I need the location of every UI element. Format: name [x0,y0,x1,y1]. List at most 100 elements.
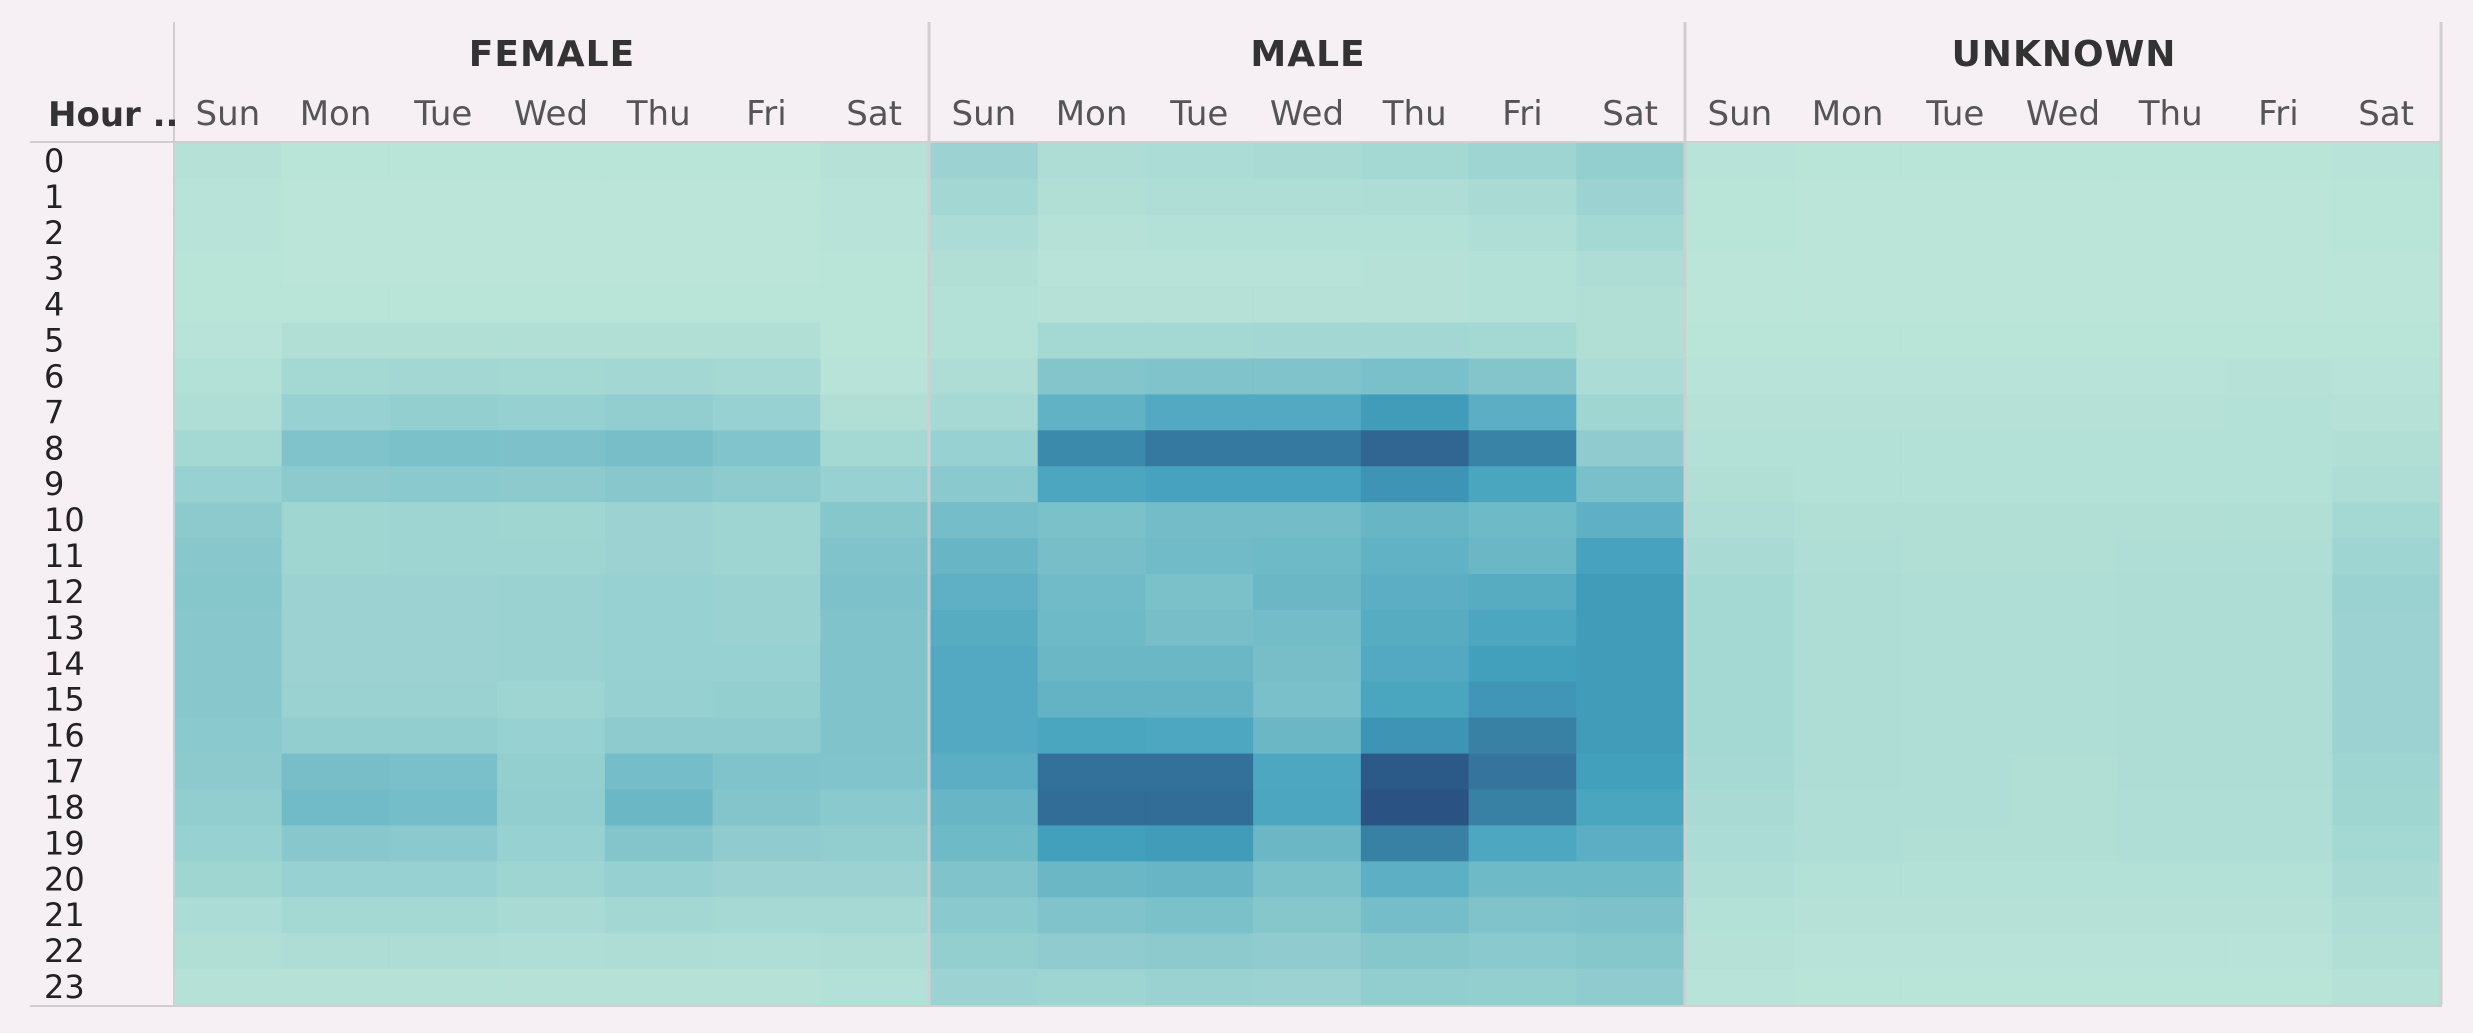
heatmap-cell[interactable] [281,789,391,827]
heatmap-cell[interactable] [1037,789,1147,827]
heatmap-cell[interactable] [497,394,606,431]
heatmap-cell[interactable] [1576,250,1685,288]
heatmap-cell[interactable] [281,466,391,503]
heatmap-cell[interactable] [2332,609,2441,647]
heatmap-cell[interactable] [2224,178,2333,216]
heatmap-cell[interactable] [2116,143,2226,180]
heatmap-cell[interactable] [497,214,606,252]
heatmap-cell[interactable] [174,717,283,755]
heatmap-cell[interactable] [497,143,606,180]
heatmap-cell[interactable] [1686,358,1795,396]
heatmap-cell[interactable] [497,538,606,575]
heatmap-cell[interactable] [174,430,283,467]
heatmap-cell[interactable] [389,322,498,360]
heatmap-cell[interactable] [712,143,821,180]
heatmap-cell[interactable] [281,861,391,898]
heatmap-cell[interactable] [389,358,498,396]
heatmap-cell[interactable] [1793,753,1903,791]
heatmap-cell[interactable] [930,430,1039,467]
heatmap-cell[interactable] [1468,717,1577,755]
heatmap-cell[interactable] [1686,933,1795,970]
heatmap-cell[interactable] [2116,430,2226,467]
heatmap-cell[interactable] [712,250,821,288]
heatmap-cell[interactable] [1576,717,1685,755]
heatmap-cell[interactable] [2332,538,2441,575]
heatmap-cell[interactable] [281,394,391,431]
heatmap-cell[interactable] [2332,645,2441,683]
heatmap-cell[interactable] [2224,322,2333,360]
heatmap-cell[interactable] [174,574,283,611]
heatmap-cell[interactable] [2116,178,2226,216]
heatmap-cell[interactable] [389,645,498,683]
heatmap-cell[interactable] [2116,609,2226,647]
heatmap-cell[interactable] [174,250,283,288]
heatmap-cell[interactable] [2332,394,2441,431]
heatmap-cell[interactable] [1037,681,1147,719]
heatmap-cell[interactable] [604,753,714,791]
heatmap-cell[interactable] [1037,143,1147,180]
heatmap-cell[interactable] [1145,322,1254,360]
heatmap-cell[interactable] [1468,789,1577,827]
heatmap-cell[interactable] [1686,861,1795,898]
heatmap-cell[interactable] [497,466,606,503]
heatmap-cell[interactable] [1037,214,1147,252]
heatmap-cell[interactable] [2116,861,2226,898]
heatmap-cell[interactable] [1145,466,1254,503]
heatmap-cell[interactable] [1901,717,2010,755]
heatmap-cell[interactable] [2009,645,2118,683]
heatmap-cell[interactable] [389,969,498,1006]
heatmap-cell[interactable] [281,430,391,467]
heatmap-cell[interactable] [1468,538,1577,575]
heatmap-cell[interactable] [820,681,929,719]
heatmap-cell[interactable] [497,250,606,288]
heatmap-cell[interactable] [1145,897,1254,934]
heatmap-cell[interactable] [712,861,821,898]
heatmap-cell[interactable] [1360,789,1470,827]
heatmap-cell[interactable] [930,538,1039,575]
heatmap-cell[interactable] [820,250,929,288]
heatmap-cell[interactable] [1576,286,1685,324]
heatmap-cell[interactable] [497,430,606,467]
heatmap-cell[interactable] [2009,825,2118,862]
heatmap-cell[interactable] [1686,717,1795,755]
heatmap-cell[interactable] [2224,861,2333,898]
heatmap-cell[interactable] [1901,358,2010,396]
heatmap-cell[interactable] [1686,250,1795,288]
heatmap-cell[interactable] [174,609,283,647]
heatmap-cell[interactable] [930,933,1039,970]
heatmap-cell[interactable] [1576,322,1685,360]
heatmap-cell[interactable] [1468,502,1577,539]
heatmap-cell[interactable] [1360,502,1470,539]
heatmap-cell[interactable] [2224,143,2333,180]
heatmap-cell[interactable] [2332,861,2441,898]
heatmap-cell[interactable] [1360,717,1470,755]
heatmap-cell[interactable] [820,143,929,180]
heatmap-cell[interactable] [1901,430,2010,467]
heatmap-cell[interactable] [1468,574,1577,611]
heatmap-cell[interactable] [174,466,283,503]
heatmap-cell[interactable] [2116,645,2226,683]
heatmap-cell[interactable] [2332,358,2441,396]
heatmap-cell[interactable] [389,825,498,862]
heatmap-cell[interactable] [281,322,391,360]
heatmap-cell[interactable] [2224,394,2333,431]
heatmap-cell[interactable] [820,178,929,216]
heatmap-cell[interactable] [1576,825,1685,862]
heatmap-cell[interactable] [1253,394,1362,431]
heatmap-cell[interactable] [604,430,714,467]
heatmap-cell[interactable] [389,681,498,719]
heatmap-cell[interactable] [1468,861,1577,898]
heatmap-cell[interactable] [2224,645,2333,683]
heatmap-cell[interactable] [1576,969,1685,1006]
heatmap-cell[interactable] [712,430,821,467]
heatmap-cell[interactable] [1253,430,1362,467]
heatmap-cell[interactable] [1037,250,1147,288]
heatmap-cell[interactable] [389,574,498,611]
heatmap-cell[interactable] [1145,178,1254,216]
heatmap-cell[interactable] [1901,286,2010,324]
heatmap-cell[interactable] [281,681,391,719]
heatmap-cell[interactable] [1468,178,1577,216]
heatmap-cell[interactable] [1145,681,1254,719]
heatmap-cell[interactable] [1253,214,1362,252]
heatmap-cell[interactable] [1145,502,1254,539]
